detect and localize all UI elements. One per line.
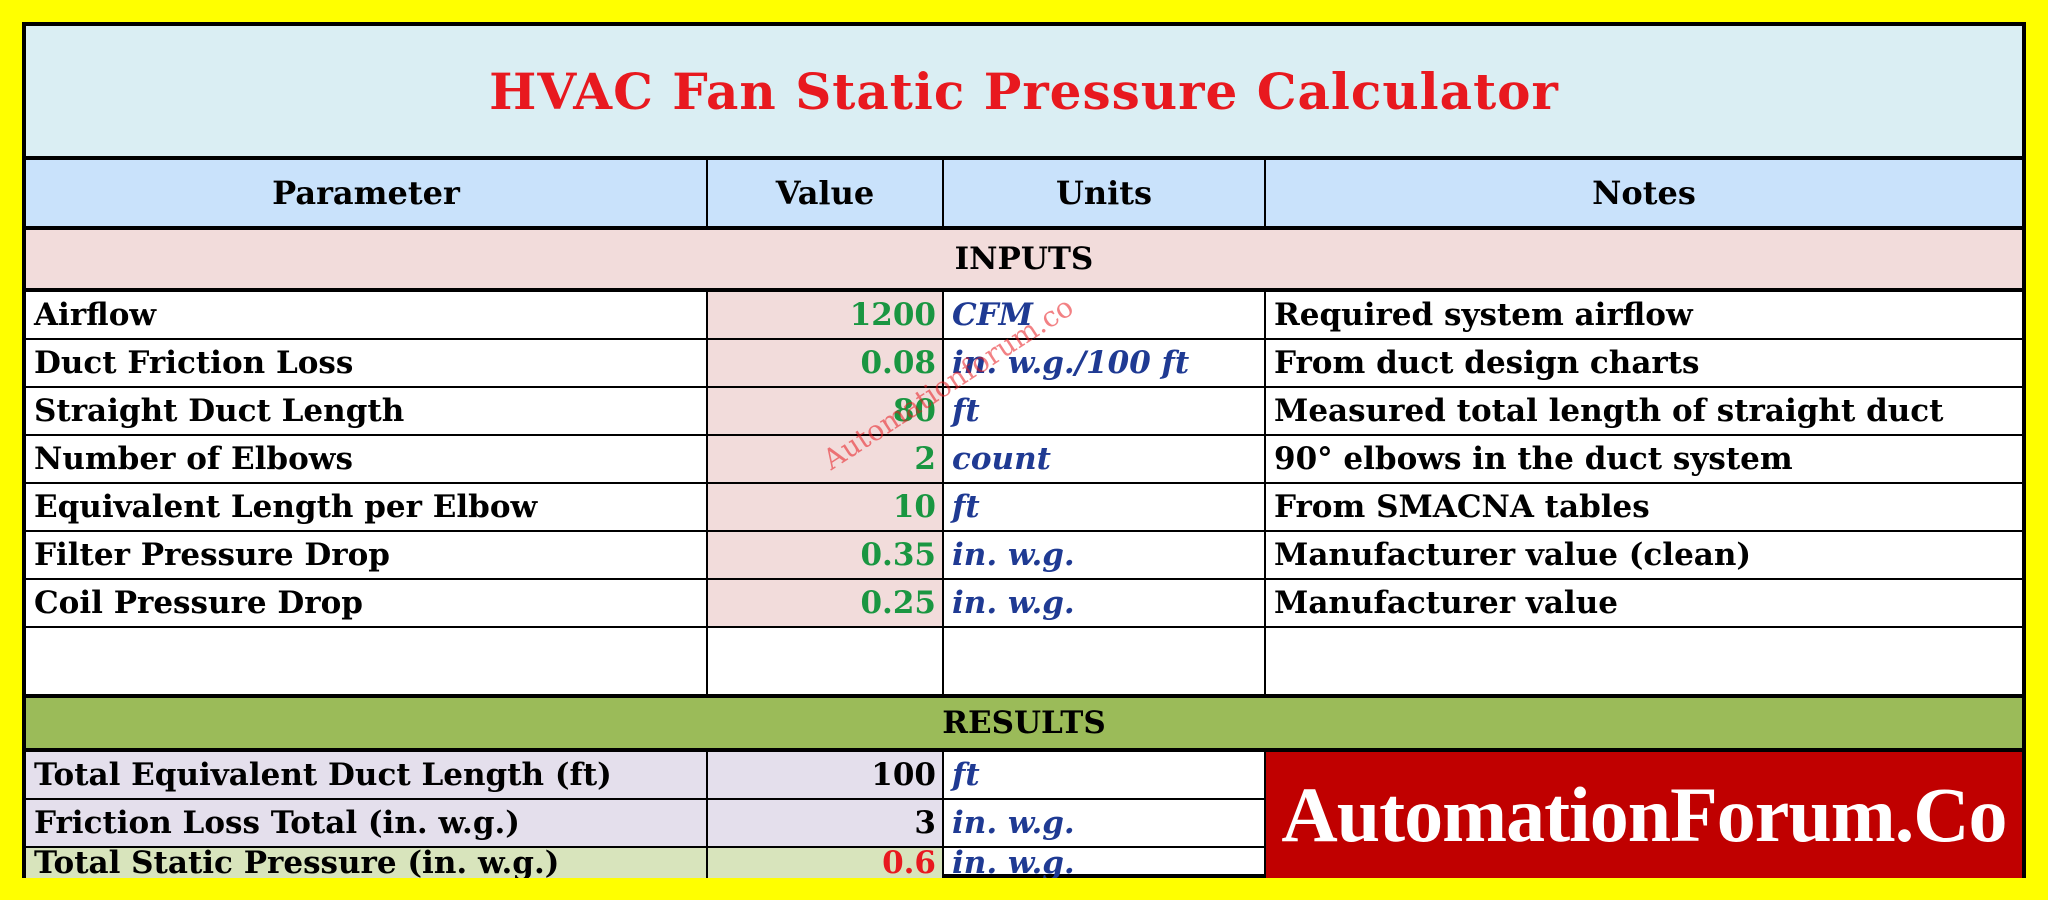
value-input[interactable]: 0.08 (706, 340, 942, 386)
value-input[interactable]: 80 (706, 388, 942, 434)
value-input[interactable]: 10 (706, 484, 942, 530)
results-section-label: RESULTS (26, 694, 2022, 752)
page-title: HVAC Fan Static Pressure Calculator (26, 26, 2022, 160)
result-label: Total Static Pressure (in. w.g.) (26, 848, 706, 878)
header-parameter: Parameter (272, 174, 460, 212)
units-label: in. w.g. (942, 532, 1264, 578)
result-label: Friction Loss Total (in. w.g.) (26, 800, 706, 846)
units-label: in. w.g. (942, 800, 1264, 846)
result-value: 100 (706, 752, 942, 798)
units-label: in. w.g. (942, 848, 1264, 878)
units-label: ft (942, 388, 1264, 434)
notes-label: Manufacturer value (1264, 580, 2022, 626)
empty-cell (942, 628, 1264, 694)
value-input[interactable]: 0.25 (706, 580, 942, 626)
header-row: Parameter Value Units Notes (26, 160, 2022, 230)
header-units: Units (942, 160, 1264, 226)
result-row-total-static-pressure: Total Static Pressure (in. w.g.) 0.6 in.… (26, 848, 2022, 878)
units-label: count (942, 436, 1264, 482)
notes-label: Manufacturer value (clean) (1264, 532, 2022, 578)
header-value: Value (706, 160, 942, 226)
calculator-sheet: HVAC Fan Static Pressure Calculator Para… (22, 22, 2026, 878)
empty-cell (706, 628, 942, 694)
input-row-filter-pressure-drop: Filter Pressure Drop 0.35 in. w.g. Manuf… (26, 532, 2022, 580)
result-row-total-equivalent-duct-length: Total Equivalent Duct Length (ft) 100 ft (26, 752, 2022, 800)
result-value: 0.6 (706, 848, 942, 878)
parameter-label: Filter Pressure Drop (34, 537, 390, 573)
parameter-label: Coil Pressure Drop (34, 585, 363, 621)
parameter-label: Number of Elbows (34, 441, 353, 477)
empty-cell (1264, 628, 2022, 694)
input-row-equivalent-length-per-elbow: Equivalent Length per Elbow 10 ft From S… (26, 484, 2022, 532)
parameter-label: Airflow (34, 297, 157, 333)
input-row-number-of-elbows: Number of Elbows 2 count 90° elbows in t… (26, 436, 2022, 484)
units-label: in. w.g. (942, 580, 1264, 626)
units-label: ft (942, 484, 1264, 530)
parameter-label: Duct Friction Loss (34, 345, 354, 381)
units-label: ft (942, 752, 1264, 798)
value-input[interactable]: 2 (706, 436, 942, 482)
result-row-friction-loss-total: Friction Loss Total (in. w.g.) 3 in. w.g… (26, 800, 2022, 848)
result-value: 3 (706, 800, 942, 846)
value-input[interactable]: 0.35 (706, 532, 942, 578)
result-label: Total Equivalent Duct Length (ft) (26, 752, 706, 798)
parameter-label: Straight Duct Length (34, 393, 405, 429)
input-row-duct-friction-loss: Duct Friction Loss 0.08 in. w.g./100 ft … (26, 340, 2022, 388)
notes-label: From SMACNA tables (1264, 484, 2022, 530)
units-label: CFM (942, 292, 1264, 338)
parameter-label: Equivalent Length per Elbow (34, 489, 538, 525)
value-input[interactable]: 1200 (706, 292, 942, 338)
input-row-coil-pressure-drop: Coil Pressure Drop 0.25 in. w.g. Manufac… (26, 580, 2022, 628)
empty-row (26, 628, 2022, 694)
inputs-section-label: INPUTS (26, 230, 2022, 292)
notes-label: 90° elbows in the duct system (1264, 436, 2022, 482)
empty-cell (26, 628, 706, 694)
notes-label: Measured total length of straight duct (1264, 388, 2022, 434)
units-label: in. w.g./100 ft (942, 340, 1264, 386)
notes-label: Required system airflow (1264, 292, 2022, 338)
input-row-straight-duct-length: Straight Duct Length 80 ft Measured tota… (26, 388, 2022, 436)
notes-label: From duct design charts (1264, 340, 2022, 386)
automationforum-logo: AutomationForum.Co (1264, 752, 2022, 878)
input-row-airflow: Airflow 1200 CFM Required system airflow (26, 292, 2022, 340)
header-notes: Notes (1264, 160, 2022, 226)
